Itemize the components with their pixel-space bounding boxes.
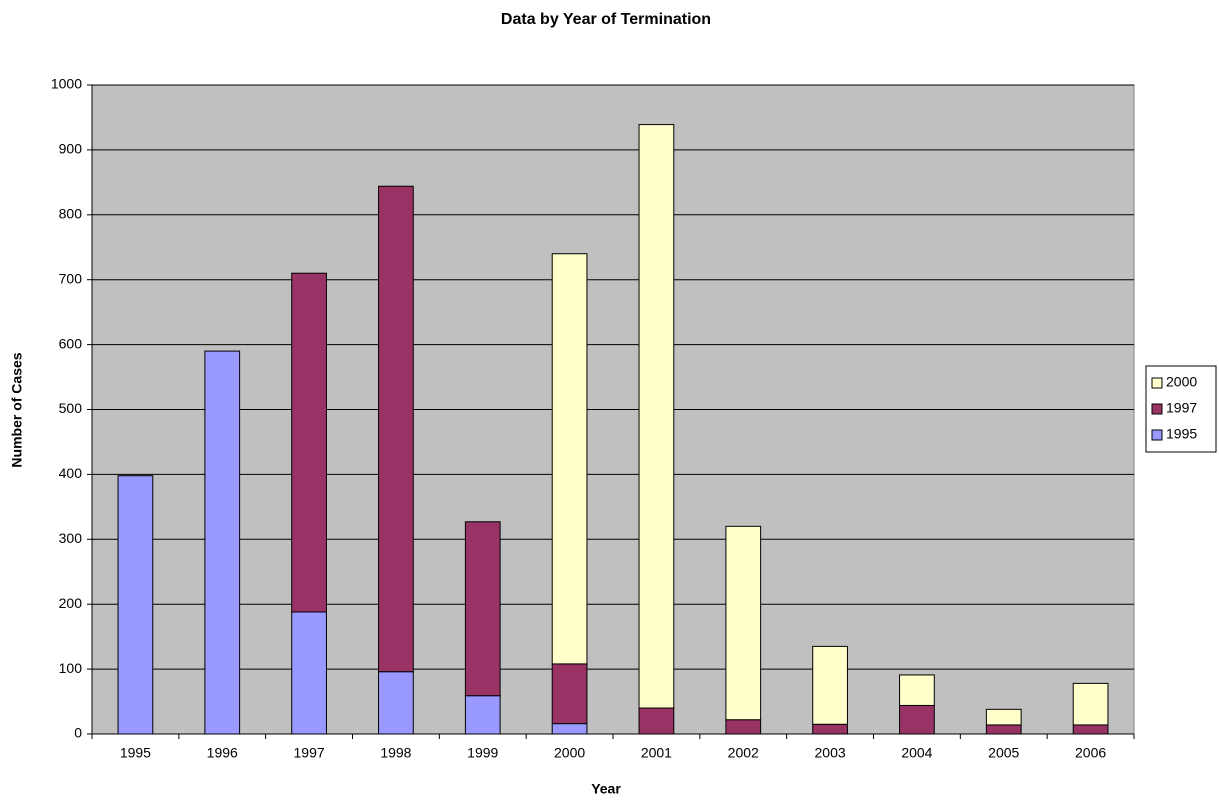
x-tick-label: 2000 [554,745,585,761]
bar-segment [551,663,588,725]
x-tick-label: 1995 [120,745,151,761]
legend-swatch [1151,429,1163,441]
x-tick-label: 1997 [294,745,325,761]
bar-segment [725,525,762,721]
legend-label: 1997 [1166,400,1197,416]
bar-segment [725,719,762,735]
x-tick-label: 2002 [728,745,759,761]
legend-label: 1995 [1166,426,1197,442]
bar-segment [464,695,501,735]
y-tick-label: 900 [59,141,83,157]
bar-segment [464,521,501,697]
bar-segment [985,724,1022,735]
y-tick-label: 800 [59,206,83,222]
y-tick-label: 200 [59,595,83,611]
bar-segment [812,723,848,735]
bar-segment [551,723,588,735]
x-axis-label: Year [591,781,621,797]
x-tick-label: 2005 [988,745,1019,761]
x-tick-label: 2004 [901,745,932,761]
bar-segment [378,671,414,735]
x-tick-label: 2003 [815,745,846,761]
bar-segment [204,350,241,735]
x-tick-label: 1998 [380,745,411,761]
bar-segment [291,272,327,613]
bar-segment [1072,724,1109,735]
y-tick-label: 500 [59,400,83,416]
y-tick-label: 700 [59,270,83,286]
y-tick-label: 1000 [51,76,82,92]
y-tick-label: 0 [74,725,82,741]
legend-label: 2000 [1166,374,1197,390]
y-tick-label: 400 [59,465,83,481]
bar-segment [551,253,588,665]
bar-segment [899,704,935,735]
bar-segment [985,708,1022,726]
x-tick-label: 2006 [1075,745,1106,761]
legend-swatch [1151,377,1163,389]
x-tick-label: 2001 [641,745,672,761]
bar-segment [638,707,675,735]
y-tick-label: 600 [59,335,83,351]
bar-segment [1072,682,1109,726]
bar-segment [291,611,327,735]
y-tick-label: 300 [59,530,83,546]
bar-segment [378,185,414,673]
chart-title: Data by Year of Termination [501,11,711,28]
bar-segment [638,124,675,709]
y-axis-label: Number of Cases [9,352,25,467]
y-tick-label: 100 [59,660,83,676]
bar-segment [899,674,935,706]
legend-swatch [1151,403,1163,415]
bar-segment [812,645,848,725]
bar-segment [117,475,154,735]
x-tick-label: 1996 [207,745,238,761]
x-tick-label: 1999 [467,745,498,761]
